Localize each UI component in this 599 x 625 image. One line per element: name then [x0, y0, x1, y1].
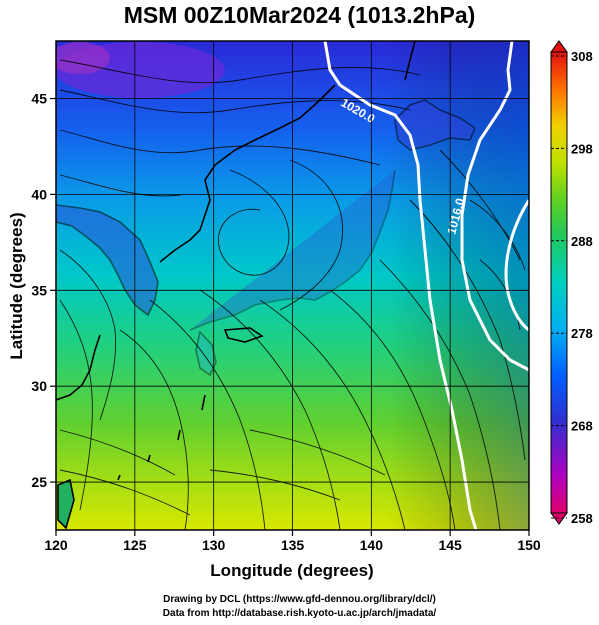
colorbar-upper-triangle [550, 40, 568, 53]
footer-credit-line2: Data from http://database.rish.kyoto-u.a… [162, 608, 437, 619]
x-tick-label: 135 [281, 537, 305, 553]
map-title: MSM 00Z10Mar2024 (1013.2hPa) [123, 2, 476, 28]
colorbar-ticks: 308 298 288 278 268 258 [551, 49, 593, 526]
y-tick-label: 40 [31, 186, 47, 202]
colorbar-tick-label: 298 [571, 141, 593, 156]
y-tick-label: 25 [31, 474, 47, 490]
map-plot-area: 1020.0 1016.0 [56, 41, 529, 530]
colorbar-tick-label: 308 [571, 49, 593, 64]
x-tick-label: 130 [202, 537, 226, 553]
x-tick-label: 145 [438, 537, 462, 553]
x-tick-label: 125 [123, 537, 147, 553]
colorbar-tick-label: 278 [571, 326, 593, 341]
colorbar-scale [550, 51, 568, 514]
x-tick-label: 150 [517, 537, 541, 553]
y-axis-label: Latitude (degrees) [7, 212, 26, 359]
x-tick-label: 120 [44, 537, 68, 553]
isobar-1016 [460, 41, 529, 372]
y-tick-label: 35 [31, 282, 47, 298]
graticule [56, 41, 529, 530]
isobar-1020 [323, 41, 478, 530]
colorbar-tick-label: 258 [571, 511, 593, 526]
y-tick-label: 30 [31, 378, 47, 394]
footer-credit-line1: Drawing by DCL (https://www.gfd-dennou.o… [163, 594, 436, 605]
wind-streamlines [59, 59, 526, 530]
x-axis-label: Longitude (degrees) [210, 561, 373, 580]
colorbar: 308 298 288 278 268 258 [550, 40, 593, 526]
colorbar-tick-label: 268 [571, 419, 593, 434]
colorbar-tick-label: 288 [571, 234, 593, 249]
y-axis: 25 30 35 40 45 [31, 91, 56, 490]
x-tick-label: 140 [360, 537, 384, 553]
x-axis: 120 125 130 135 140 145 150 [44, 530, 541, 553]
y-tick-label: 45 [31, 91, 47, 107]
isobars [323, 41, 529, 530]
